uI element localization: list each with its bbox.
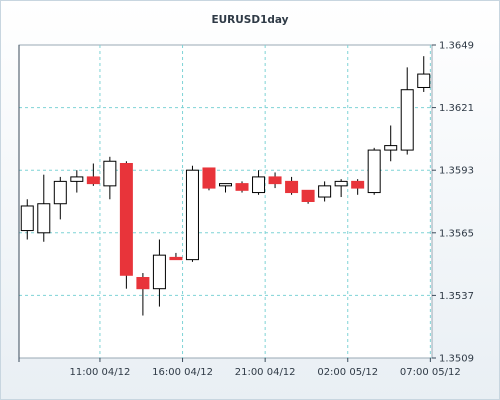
- candle-body-down: [235, 183, 249, 191]
- candle-body-down: [202, 167, 216, 189]
- candle-body-down: [268, 176, 282, 185]
- plot-area: [18, 44, 433, 359]
- y-tick-label: 1.3509: [439, 354, 474, 365]
- y-tick-label: 1.3537: [439, 291, 474, 302]
- candle-body-up: [37, 203, 51, 234]
- candle-body-up: [103, 160, 117, 187]
- candle-body-up: [417, 73, 431, 88]
- candle-body-down: [351, 180, 365, 189]
- candle-body-up: [252, 176, 266, 194]
- candle-body-down: [301, 189, 315, 202]
- y-tick-label: 1.3593: [439, 166, 474, 177]
- candle-body-down: [285, 180, 299, 194]
- y-tick-label: 1.3621: [439, 103, 474, 114]
- candle-body-up: [20, 205, 34, 232]
- candle-body-down: [136, 277, 150, 290]
- x-tick-label: 02:00 05/12: [317, 367, 378, 378]
- candle-body-up: [53, 180, 67, 205]
- candle-body-down: [86, 176, 100, 185]
- x-tick-label: 21:00 04/12: [235, 367, 296, 378]
- y-tick-label: 1.3649: [439, 41, 474, 52]
- y-tick-label: 1.3565: [439, 228, 474, 239]
- candle-body-up: [334, 180, 348, 187]
- candle-body-down: [169, 256, 183, 261]
- candle-body-up: [219, 183, 232, 187]
- candle-body-up: [70, 176, 84, 182]
- candle-body-up: [400, 89, 414, 151]
- candle-body-down: [119, 162, 133, 276]
- chart-title: EURUSD1day: [211, 14, 288, 26]
- candle-body-up: [185, 169, 199, 261]
- x-tick-label: 11:00 04/12: [70, 367, 131, 378]
- x-tick-label: 16:00 04/12: [152, 367, 213, 378]
- candle-body-up: [318, 185, 332, 198]
- candle-body-up: [367, 149, 381, 194]
- candle-body-up: [152, 254, 166, 290]
- x-tick-label: 07:00 05/12: [400, 367, 461, 378]
- candle-body-up: [384, 145, 398, 151]
